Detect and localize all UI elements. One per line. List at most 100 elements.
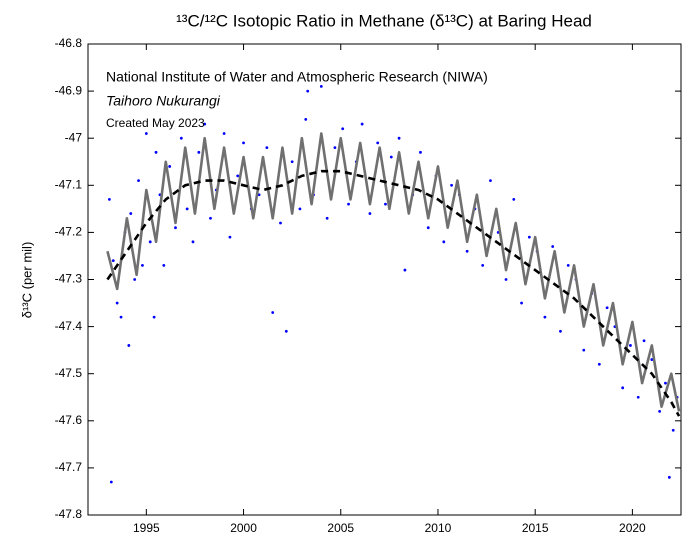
data-point [144, 132, 148, 135]
data-point [664, 381, 667, 385]
data-point [543, 315, 547, 319]
data-point [133, 278, 137, 281]
data-point [397, 136, 401, 140]
data-point [512, 198, 516, 201]
y-tick-label: -47.4 [55, 319, 83, 333]
data-point [168, 165, 172, 168]
data-point [228, 235, 232, 239]
seasonal-line [106, 132, 681, 412]
data-point [333, 146, 337, 150]
data-point [222, 132, 226, 135]
data-point [185, 207, 189, 211]
data-point [284, 329, 288, 333]
data-point [162, 263, 166, 267]
annotation: Taihoro Nukurangi [106, 93, 221, 109]
data-point [629, 344, 632, 347]
data-point [642, 339, 646, 343]
data-point [520, 301, 523, 305]
data-point [236, 174, 240, 178]
data-point [559, 329, 562, 333]
data-point [419, 150, 422, 154]
data-point [667, 475, 671, 479]
plot-area [106, 84, 681, 484]
annotation: National Institute of Water and Atmosphe… [106, 69, 488, 85]
data-point [360, 122, 364, 126]
data-point [658, 409, 662, 413]
data-point [621, 386, 625, 390]
data-point [148, 240, 152, 244]
data-point [242, 141, 245, 145]
x-tick-label: 2000 [230, 521, 257, 535]
y-tick-label: -47 [65, 130, 83, 144]
data-point [152, 315, 156, 319]
data-point [426, 226, 430, 230]
data-point [636, 395, 640, 399]
data-point [129, 212, 133, 215]
data-point [347, 202, 350, 206]
y-axis-label: δ¹³C (per mil) [19, 242, 34, 319]
data-point [376, 141, 380, 145]
y-tick-label: -47.1 [55, 177, 83, 191]
y-tick-label: -46.9 [55, 83, 83, 97]
data-point [127, 344, 131, 347]
data-point [489, 179, 492, 182]
data-point [298, 207, 302, 211]
data-point [566, 263, 570, 267]
data-point [137, 179, 140, 182]
data-point [179, 136, 183, 140]
data-point [450, 183, 453, 187]
data-point [306, 89, 310, 93]
trend-line [106, 169, 681, 417]
chart-title: ¹³C/¹²C Isotopic Ratio in Methane (δ¹³C)… [176, 11, 592, 30]
y-tick-label: -47.7 [55, 460, 83, 474]
data-point [197, 150, 201, 154]
data-point [650, 358, 654, 361]
data-point [341, 127, 345, 131]
data-point [191, 240, 195, 244]
data-point [368, 212, 372, 215]
data-point [384, 202, 387, 206]
y-tick-label: -46.8 [55, 36, 83, 50]
data-point [389, 155, 393, 159]
x-tick-label: 2010 [425, 521, 452, 535]
y-tick-label: -47.8 [55, 507, 83, 521]
data-point [111, 259, 115, 263]
data-point [290, 160, 294, 164]
y-tick-label: -47.6 [55, 413, 83, 427]
data-point [442, 240, 446, 244]
data-point [304, 117, 308, 121]
data-point [279, 221, 282, 225]
data-point [325, 216, 329, 220]
y-tick-label: -47.3 [55, 272, 83, 286]
data-point [319, 84, 323, 88]
data-point [403, 268, 407, 272]
data-point [203, 122, 207, 126]
data-point [597, 362, 601, 366]
annotation: Created May 2023 [106, 116, 205, 130]
data-point [107, 198, 111, 201]
y-tick-label: -47.5 [55, 366, 83, 380]
data-point [265, 146, 269, 150]
data-point [582, 348, 586, 352]
x-tick-label: 2020 [619, 521, 646, 535]
data-point [109, 480, 113, 484]
data-point [465, 249, 469, 253]
y-tick-label: -47.2 [55, 225, 83, 239]
data-point [504, 278, 508, 281]
data-point [209, 216, 212, 220]
x-tick-label: 2015 [522, 521, 549, 535]
data-point [119, 315, 123, 319]
data-point [527, 235, 531, 239]
data-point [174, 226, 177, 230]
data-point [271, 311, 275, 314]
data-point [154, 150, 158, 154]
data-point [551, 245, 555, 248]
data-point [671, 428, 675, 432]
x-tick-label: 1995 [133, 521, 160, 535]
data-point [141, 263, 144, 267]
data-point [605, 306, 609, 310]
x-tick-label: 2005 [327, 521, 354, 535]
data-point [481, 263, 485, 267]
